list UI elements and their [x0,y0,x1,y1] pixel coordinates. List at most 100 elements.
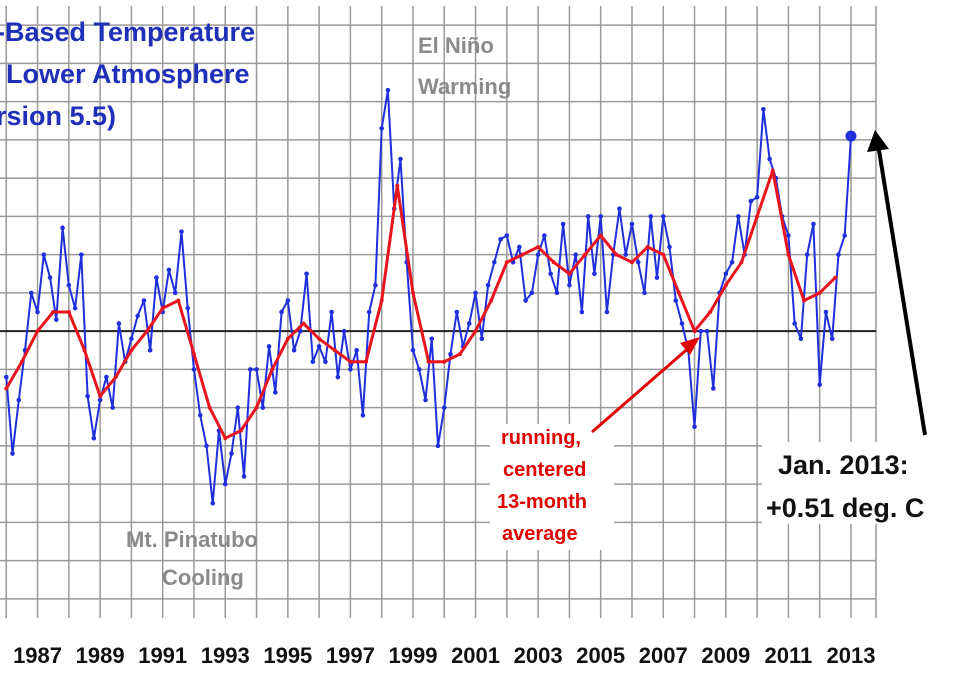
title-line-2: Lower Atmosphere [6,59,250,89]
grid [0,6,877,618]
average-point [395,183,400,188]
average-point [786,252,791,257]
monthly-point [441,405,447,410]
monthly-point [435,443,441,449]
monthly-point [291,347,297,353]
monthly-point [673,298,679,303]
jan-label-bg [762,442,960,524]
monthly-point [385,87,391,93]
monthly-point [335,374,341,380]
monthly-point [410,347,416,353]
monthly-point [323,359,328,365]
monthly-point [172,290,178,296]
average-point [176,298,181,303]
average-point [723,283,728,288]
x-tick-label: 1987 [13,643,62,668]
monthly-point [798,336,804,342]
average-point [583,252,588,257]
average-point [19,359,24,364]
monthly-point [554,290,560,296]
monthly-point [41,252,47,257]
pinatubo-line-2: Cooling [162,565,244,590]
monthly-point [279,309,284,315]
monthly-point [366,309,372,315]
monthly-point [654,275,660,280]
monthly-point [116,321,122,326]
average-point [598,233,603,238]
average-point [82,348,87,353]
monthly-point [254,367,259,372]
monthly-point [567,282,572,288]
jan-arrow-head [867,130,889,152]
monthly-point [154,275,159,280]
monthly-point [648,214,654,219]
monthly-point [97,397,103,403]
monthly-point [548,271,553,277]
average-point [770,168,775,173]
monthly-series-line [5,89,852,505]
monthly-point [79,252,84,257]
average-point [661,252,666,257]
running-average-annotation: running, centered 13-month average [490,337,700,550]
average-point [207,405,212,410]
monthly-point [642,290,647,296]
monthly-point [454,309,460,315]
monthly-point [110,405,115,410]
chart-title: -Based Temperature Lower Atmosphere rsio… [0,17,255,131]
average-series-line [5,169,837,440]
average-point [676,290,681,295]
monthly-point [492,259,497,265]
series [3,87,857,506]
x-tick-label: 1993 [201,643,250,668]
monthly-point [786,233,791,238]
average-point [113,375,118,380]
monthly-point [617,206,622,212]
monthly-point [285,298,291,303]
x-tick-label: 1995 [263,643,312,668]
x-tick-label: 2009 [701,643,750,668]
monthly-point [811,221,816,227]
monthly-point [429,336,435,342]
monthly-point [273,390,278,395]
average-point [98,394,103,399]
average-point [567,271,572,276]
monthly-point [842,233,848,238]
monthly-point [523,298,528,303]
average-point [629,260,634,265]
average-point [238,428,243,433]
x-tick-label: 1989 [76,643,125,668]
average-point [332,348,337,353]
x-tick-labels: 1987 1989 1991 1993 1995 1997 1999 2001 2003 2005… [13,643,875,668]
monthly-point [635,259,641,265]
monthly-point [736,214,741,219]
monthly-point [316,344,322,349]
running-arrow-head [680,337,700,355]
average-point [51,310,56,314]
monthly-point [54,317,59,322]
monthly-point [373,282,378,288]
monthly-point [91,435,97,441]
monthly-point [767,156,772,162]
average-point [129,348,134,353]
monthly-point [592,271,597,277]
monthly-point [85,393,90,399]
monthly-point [585,214,591,219]
average-point [739,260,744,265]
monthly-point [135,313,140,319]
monthly-point [535,252,541,257]
monthly-point [517,244,522,250]
monthly-point [229,451,234,456]
pinatubo-line-1: Mt. Pinatubo [126,527,258,552]
x-tick-label: 2003 [514,643,563,668]
monthly-point [792,321,797,326]
average-point [223,436,228,441]
monthly-point [185,305,191,311]
monthly-point [304,271,309,277]
average-point [160,306,165,311]
average-point [551,260,556,265]
average-point [4,386,9,391]
average-point [364,359,369,364]
jan-arrow-line [876,143,927,436]
monthly-point [504,233,510,238]
average-point [755,214,760,219]
